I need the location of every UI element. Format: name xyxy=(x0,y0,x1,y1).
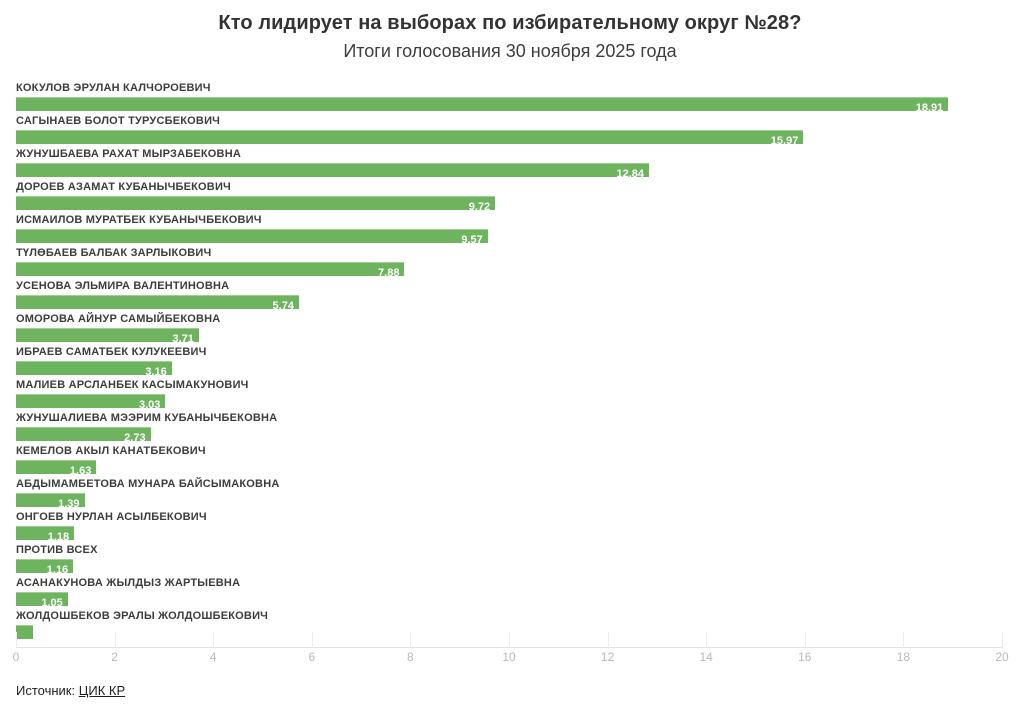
x-axis-tick-mark xyxy=(509,632,510,648)
bar-value-label: 2,73 xyxy=(124,432,146,444)
bar: 1,16 xyxy=(16,559,74,576)
bar: 18,91 xyxy=(16,97,949,114)
candidate-label: САГЫНАЕВ БОЛОТ ТУРУСБЕКОВИЧ xyxy=(16,115,221,127)
x-axis-tick-mark xyxy=(706,632,708,648)
candidate-label: ОНГОЕВ НУРЛАН АСЫЛБЕКОВИЧ xyxy=(16,511,207,523)
bar-value-label: 18,91 xyxy=(915,102,944,114)
x-axis-tick-label: 20 xyxy=(995,650,1009,664)
candidate-label: ПРОТИВ ВСЕХ xyxy=(16,544,98,556)
bar-row: ОНГОЕВ НУРЛАН АСЫЛБЕКОВИЧ 1,18 xyxy=(16,511,1002,544)
source-label: Источник: xyxy=(16,683,76,698)
bar: 3,16 xyxy=(16,361,172,378)
candidate-label: КОКУЛОВ ЭРУЛАН КАЛЧОРОЕВИЧ xyxy=(16,82,211,94)
bar-value-label: 3,16 xyxy=(145,366,167,378)
bar-value-label: 1,05 xyxy=(41,597,63,609)
x-axis-tick-mark xyxy=(804,632,806,648)
x-axis: 0 2 4 6 8 10 12 14 16 18 20 xyxy=(12,632,1009,665)
bar-row: ОМОРОВА АЙНУР САМЫЙБЕКОВНА 3,71 xyxy=(16,313,1002,346)
candidate-label: АСАНАКУНОВА ЖЫЛДЫЗ ЖАРТЫЕВНА xyxy=(16,577,241,589)
x-axis-tick-mark xyxy=(607,632,609,648)
bar-row: ИБРАЕВ САМАТБЕК КУЛУКЕЕВИЧ 3,16 xyxy=(16,346,1002,379)
bar xyxy=(16,625,33,639)
bar-value-label: 1,16 xyxy=(46,564,69,576)
x-axis-tick-mark xyxy=(1002,632,1003,648)
bar-row: ИСМАИЛОВ МУРАТБЕК КУБАНЫЧБЕКОВИЧ 9,57 xyxy=(16,214,1002,247)
bar: 15,97 xyxy=(16,130,804,147)
chart-title: Кто лидирует на выборах по избирательном… xyxy=(218,12,802,34)
bar: 1,63 xyxy=(16,460,97,477)
bar-row: МАЛИЕВ АРСЛАНБЕК КАСЫМАКУНОВИЧ 3,03 xyxy=(16,379,1002,412)
x-axis-tick-label: 18 xyxy=(896,650,911,664)
x-axis-tick-label: 4 xyxy=(209,650,217,664)
bar-value-label: 3,71 xyxy=(172,333,194,345)
bar: 12,84 xyxy=(16,163,649,180)
candidate-label: ЖУНУШБАЕВА РАХАТ МЫРЗАБЕКОВНА xyxy=(16,148,241,160)
bar-value-label: 9,57 xyxy=(461,234,483,246)
bar: 5,74 xyxy=(16,295,299,312)
candidate-label: УСЕНОВА ЭЛЬМИРА ВАЛЕНТИНОВНА xyxy=(16,280,230,292)
bar: 9,72 xyxy=(16,196,496,213)
bar-value-label: 9,72 xyxy=(468,201,491,213)
bar-row: ТҮЛӨБАЕВ БАЛБАК ЗАРЛЫКОВИЧ 7,88 xyxy=(16,247,1002,280)
bar: 1,18 xyxy=(16,526,75,543)
x-axis-tick-mark xyxy=(16,632,17,648)
bar-row: КЕМЕЛОВ АКЫЛ КАНАТБЕКОВИЧ 1,63 xyxy=(16,445,1002,478)
x-axis-tick-mark xyxy=(114,632,116,648)
x-axis-tick-mark xyxy=(213,632,215,648)
bar-value-label: 1,18 xyxy=(47,531,70,543)
x-axis-tick-mark xyxy=(311,632,313,648)
x-axis-tick-label: 12 xyxy=(600,650,615,664)
bar-value-label: 7,88 xyxy=(378,267,400,279)
source-note: Источник: ЦИК КР xyxy=(16,683,125,698)
chart-header: Кто лидирует на выборах по избирательном… xyxy=(0,0,1020,62)
bar-row: ПРОТИВ ВСЕХ 1,16 xyxy=(16,544,1002,577)
candidate-label: ИБРАЕВ САМАТБЕК КУЛУКЕЕВИЧ xyxy=(16,346,207,358)
bar-value-label: 15,97 xyxy=(770,135,799,147)
bar-value-label: 3,03 xyxy=(138,399,161,411)
candidate-label: ТҮЛӨБАЕВ БАЛБАК ЗАРЛЫКОВИЧ xyxy=(16,247,212,259)
candidate-label: ИСМАИЛОВ МУРАТБЕК КУБАНЫЧБЕКОВИЧ xyxy=(16,214,262,226)
x-axis-tick-label: 10 xyxy=(502,650,516,664)
x-axis-tick-mark xyxy=(903,632,905,648)
x-axis-tick-label: 0 xyxy=(12,650,20,664)
bar-chart: КОКУЛОВ ЭРУЛАН КАЛЧОРОЕВИЧ 18,91 САГЫНАЕ… xyxy=(16,82,1002,643)
bar: 2,73 xyxy=(16,427,151,444)
candidate-label: КЕМЕЛОВ АКЫЛ КАНАТБЕКОВИЧ xyxy=(16,445,206,457)
x-axis-tick-mark xyxy=(410,632,412,648)
bar: 9,57 xyxy=(16,229,488,246)
bar-row: ЖУНУШБАЕВА РАХАТ МЫРЗАБЕКОВНА 12,84 xyxy=(16,148,1002,181)
candidate-label: ЖОЛДОШБЕКОВ ЭРАЛЫ ЖОЛДОШБЕКОВИЧ xyxy=(16,610,269,622)
bar-row: КОКУЛОВ ЭРУЛАН КАЛЧОРОЕВИЧ 18,91 xyxy=(16,82,1002,115)
bar-row: ЖУНУШАЛИЕВА МЭЭРИМ КУБАНЫЧБЕКОВНА 2,73 xyxy=(16,412,1002,445)
x-axis-tick-label: 16 xyxy=(798,650,812,664)
bar-value-label: 1,63 xyxy=(69,465,92,477)
bar: 1,05 xyxy=(16,592,68,609)
x-axis-tick-label: 8 xyxy=(407,650,414,664)
x-axis-tick-label: 2 xyxy=(111,650,118,664)
candidate-label: ДОРОЕВ АЗАМАТ КУБАНЫЧБЕКОВИЧ xyxy=(16,181,231,193)
bar-row: АСАНАКУНОВА ЖЫЛДЫЗ ЖАРТЫЕВНА 1,05 xyxy=(16,577,1002,610)
bar: 7,88 xyxy=(16,262,405,279)
chart-subtitle: Итоги голосования 30 ноября 2025 года xyxy=(343,41,677,61)
bar-row: АБДЫМАМБЕТОВА МУНАРА БАЙСЫМАКОВНА 1,39 xyxy=(16,478,1002,511)
x-axis-tick-label: 6 xyxy=(308,650,316,664)
bar: 3,03 xyxy=(16,394,166,411)
candidate-label: АБДЫМАМБЕТОВА МУНАРА БАЙСЫМАКОВНА xyxy=(16,478,280,490)
bar-value-label: 12,84 xyxy=(616,168,644,180)
bar-row: УСЕНОВА ЭЛЬМИРА ВАЛЕНТИНОВНА 5,74 xyxy=(16,280,1002,313)
source-link[interactable]: ЦИК КР xyxy=(78,683,126,698)
candidate-label: МАЛИЕВ АРСЛАНБЕК КАСЫМАКУНОВИЧ xyxy=(16,379,249,391)
bar-value-label: 5,74 xyxy=(272,300,294,312)
candidate-label: ЖУНУШАЛИЕВА МЭЭРИМ КУБАНЫЧБЕКОВНА xyxy=(16,412,278,424)
bar-row: САГЫНАЕВ БОЛОТ ТУРУСБЕКОВИЧ 15,97 xyxy=(16,115,1002,148)
bar: 1,39 xyxy=(16,493,85,510)
bar-row: ДОРОЕВ АЗАМАТ КУБАНЫЧБЕКОВИЧ 9,72 xyxy=(16,181,1002,214)
bar-row: ЖОЛДОШБЕКОВ ЭРАЛЫ ЖОЛДОШБЕКОВИЧ xyxy=(16,610,1002,643)
x-axis-tick-label: 14 xyxy=(699,650,713,664)
candidate-label: ОМОРОВА АЙНУР САМЫЙБЕКОВНА xyxy=(16,313,221,325)
bar: 3,71 xyxy=(16,328,199,345)
bar-value-label: 1,39 xyxy=(58,498,80,510)
